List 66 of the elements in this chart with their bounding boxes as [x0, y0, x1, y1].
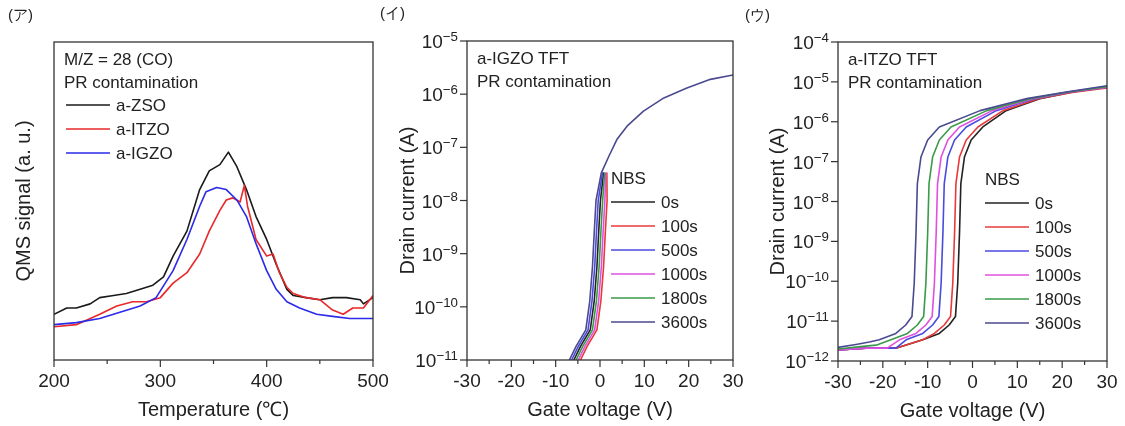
- y-tick-label: 10$^{−6}$: [421, 81, 458, 106]
- annotation: a-IGZO TFT: [477, 49, 570, 68]
- chart-title: (ウ): [745, 6, 770, 23]
- x-tick-label: -20: [869, 371, 897, 392]
- x-tick-label: 300: [144, 370, 177, 391]
- legend-label: a-ZSO: [116, 96, 167, 115]
- x-tick-label: 0: [967, 371, 978, 392]
- legend-label: 0s: [1035, 194, 1053, 213]
- legend-label: 3600s: [1035, 314, 1082, 333]
- text: PR contamination: [64, 73, 199, 92]
- y-tick-label: 10$^{−9}$: [421, 241, 458, 265]
- y-tick-label: 10$^{−10}$: [414, 294, 458, 318]
- legend-label: a-IGZO: [116, 144, 173, 163]
- x-tick-label: -10: [541, 370, 570, 391]
- legend-label: 1800s: [661, 289, 708, 308]
- legend-label: 500s: [661, 241, 698, 260]
- legend-label: 500s: [1035, 242, 1072, 261]
- annotation: PR contamination: [848, 73, 983, 92]
- y-tick-label: 10$^{−5}$: [421, 28, 458, 52]
- annotation: a-ITZO TFT: [848, 50, 938, 69]
- x-tick-label: 400: [250, 370, 283, 391]
- x-tick-label: 0: [594, 370, 606, 391]
- chart-title: (イ): [380, 4, 405, 21]
- x-tick-label: 30: [722, 370, 744, 391]
- x-axis-title: Gate voltage (V): [527, 398, 673, 420]
- legend-label: 1800s: [1035, 290, 1082, 309]
- y-tick-label: 10$^{−8}$: [421, 188, 458, 212]
- y-tick-label: 10$^{−12}$: [785, 348, 829, 372]
- x-tick-label: 20: [1051, 371, 1073, 392]
- y-axis-title: QMS signal (a. u.): [12, 120, 34, 282]
- legend-title: NBS: [985, 170, 1020, 189]
- legend-title: NBS: [611, 169, 646, 188]
- text: M/Z = 28 (CO): [64, 50, 174, 69]
- x-tick-label: 200: [38, 370, 70, 391]
- y-tick-label: 10$^{−7}$: [792, 149, 829, 173]
- y-axis-title: Drain current (A): [766, 127, 788, 276]
- legend-label: 100s: [1035, 218, 1072, 237]
- y-tick-label: 10$^{−4}$: [792, 29, 829, 53]
- y-tick-label: 10$^{−7}$: [421, 134, 458, 159]
- legend-label: 1000s: [661, 265, 708, 284]
- annotation: PR contamination: [477, 72, 612, 91]
- y-tick-label: 10$^{−11}$: [415, 347, 458, 371]
- legend-label: 3600s: [661, 313, 708, 332]
- x-tick-label: -30: [824, 371, 852, 392]
- legend-label: 0s: [661, 193, 679, 212]
- x-tick-label: 20: [678, 370, 700, 391]
- legend-label: 100s: [661, 217, 698, 236]
- y-tick-label: 10$^{−10}$: [785, 268, 829, 293]
- x-tick-label: 10: [633, 370, 655, 391]
- y-axis-title: Drain current (A): [396, 126, 418, 275]
- x-tick-label: -10: [913, 371, 942, 392]
- x-tick-label: 500: [357, 370, 389, 391]
- legend-label: 1000s: [1035, 266, 1082, 285]
- x-axis-title: Gate voltage (V): [899, 399, 1046, 421]
- x-tick-label: 30: [1096, 371, 1118, 392]
- x-axis-title: Temperature (℃): [137, 398, 290, 420]
- x-tick-label: -20: [497, 370, 526, 391]
- y-tick-label: 10$^{−9}$: [792, 228, 829, 253]
- legend-label: a-ITZO: [116, 120, 170, 139]
- y-tick-label: 10$^{−6}$: [792, 109, 829, 133]
- chart-title: (ア): [8, 6, 33, 23]
- x-tick-label: -30: [453, 370, 481, 391]
- y-tick-label: 10$^{−5}$: [792, 69, 829, 93]
- x-tick-label: 10: [1006, 371, 1028, 392]
- y-tick-label: 10$^{−11}$: [786, 308, 829, 333]
- y-tick-label: 10$^{−8}$: [792, 189, 829, 213]
